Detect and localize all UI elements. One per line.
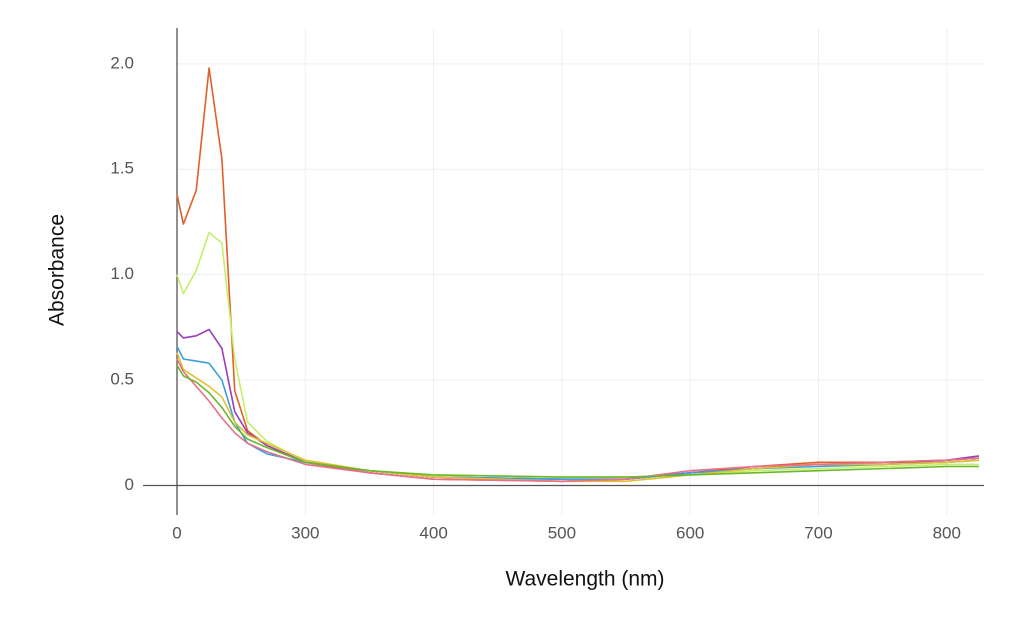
y-tick-label: 1.0 [110, 264, 134, 283]
x-tick-label: 500 [548, 523, 576, 542]
x-tick-label: 300 [291, 523, 319, 542]
series-line [176, 231, 979, 478]
x-tick-label: 800 [933, 523, 961, 542]
x-axis-title: Wavelength (nm) [505, 568, 664, 591]
x-tick-label: 400 [419, 523, 447, 542]
y-tick-label: 0 [125, 475, 134, 494]
y-tick-label: 1.5 [110, 159, 134, 178]
x-tick-label: 700 [804, 523, 832, 542]
y-tick-label: 2.0 [110, 53, 134, 72]
y-axis-title: Absorbance [46, 214, 69, 326]
series-line [176, 358, 979, 483]
x-tick-label: 600 [676, 523, 704, 542]
y-tick-label: 0.5 [110, 370, 134, 389]
x-tick-label: 0 [172, 523, 181, 542]
series-line [176, 364, 979, 478]
